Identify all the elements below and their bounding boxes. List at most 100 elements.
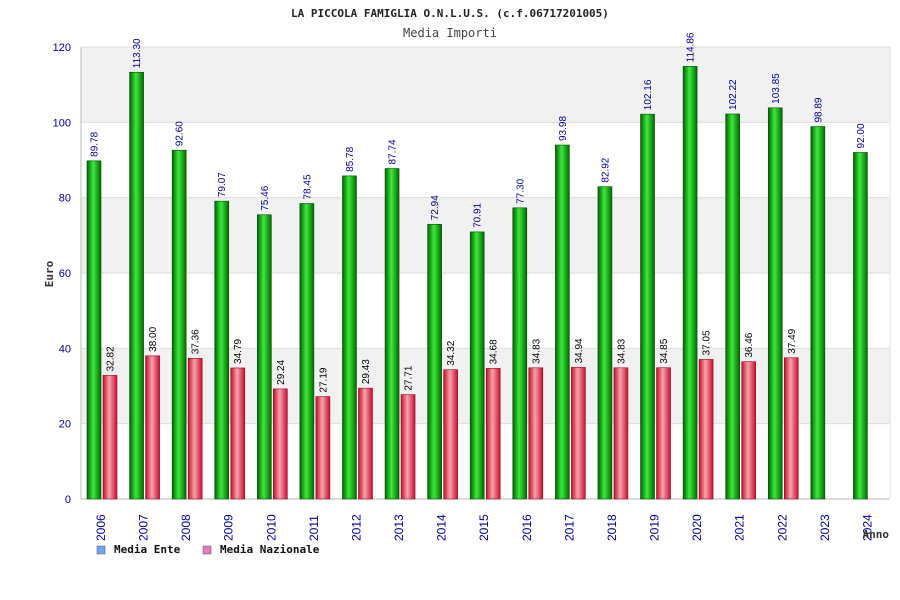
y-tick-label: 20 [59,419,71,431]
bar-media-ente [640,113,655,500]
x-tick-label: 2006 [94,514,108,541]
data-label: 27.71 [404,365,415,390]
legend-swatch-media-nazionale [202,545,212,555]
background-band [81,47,890,123]
data-label: 34.83 [616,338,627,363]
y-tick-label: 0 [65,494,71,506]
data-label: 70.91 [473,202,484,227]
data-label: 34.94 [574,338,585,363]
bar-media-ente [512,207,528,500]
data-label: 34.32 [446,340,457,365]
x-tick-label: 2016 [520,514,534,541]
data-label: 75.46 [260,185,271,210]
data-label: 72.94 [430,195,441,220]
data-label: 113.30 [132,38,143,68]
bars: 89.78 32.82 113.30 38.00 92.60 37.36 79.07 34.7… [86,32,868,500]
data-label: 29.24 [276,359,287,384]
y-tick-label: 120 [53,42,71,54]
bar-media-ente [129,71,144,500]
data-label: 98.89 [813,97,824,122]
data-label: 34.85 [659,338,670,363]
bar-media-nazionale [187,357,203,500]
bar-media-nazionale [656,367,671,500]
x-tick-label: 2014 [435,514,449,541]
bar-media-ente [725,113,740,500]
x-tick-label: 2008 [179,514,193,541]
x-axis-ticks: 2006 2007 2008 2009 2010 2011 2012 2013 2014 2015… [94,514,874,541]
data-label: 92.00 [856,123,867,148]
legend-label-media-nazionale: Media Nazionale [220,543,320,556]
bar-media-ente [555,144,570,500]
x-tick-label: 2010 [264,514,278,541]
x-tick-label: 2024 [860,514,874,541]
y-axis-ticks: 0 20 40 60 80 100 120 [53,42,71,506]
x-axis-label: Anno [863,528,890,541]
data-label: 85.78 [345,146,356,171]
data-label: 102.22 [728,79,739,110]
data-label: 79.07 [217,172,228,197]
bar-media-nazionale [230,367,246,500]
bar-media-nazionale [443,369,458,500]
bar-media-ente [214,200,230,500]
bar-media-nazionale [698,359,714,500]
bar-media-nazionale [400,394,416,500]
bar-media-ente [299,203,315,500]
x-tick-label: 2017 [562,514,576,541]
bar-media-nazionale [783,357,799,500]
bar-media-ente [810,126,826,500]
bar-media-ente [767,107,783,500]
data-label: 78.45 [302,174,313,199]
data-label: 36.46 [744,332,755,357]
bar-media-ente [384,168,400,500]
x-tick-label: 2018 [605,514,619,541]
bar-media-nazionale [571,367,586,500]
legend-label-media-ente: Media Ente [114,543,181,556]
bar-media-nazionale [315,396,331,500]
y-tick-label: 100 [53,117,71,129]
legend: Media Ente Media Nazionale [96,543,320,556]
data-label: 38.00 [148,326,159,351]
data-label: 102.16 [643,79,654,110]
x-tick-label: 2009 [222,514,236,541]
bar-media-ente [427,223,442,500]
data-label: 32.82 [106,346,117,371]
bar-media-nazionale [358,387,373,500]
bar-media-ente [853,152,868,500]
data-label: 34.83 [531,338,542,363]
bar-media-ente [171,149,187,500]
bar-media-ente [469,231,485,500]
x-tick-label: 2007 [137,514,151,541]
background-bands [81,47,890,499]
chart-title: LA PICCOLA FAMIGLIA O.N.L.U.S. (c.f.0671… [291,7,609,20]
data-label: 37.49 [787,328,798,353]
y-tick-label: 80 [59,193,71,205]
bar-media-ente [682,66,698,500]
bar-media-ente [342,175,357,500]
data-label: 27.19 [318,367,329,392]
data-label: 114.86 [686,32,697,62]
bar-media-nazionale [613,367,629,500]
data-label: 37.36 [191,329,202,354]
data-label: 92.60 [175,121,186,146]
bar-media-ente [597,186,613,500]
bar-media-ente [86,160,102,500]
x-tick-label: 2011 [307,515,321,541]
data-label: 29.43 [361,359,372,384]
data-label: 89.78 [89,131,100,156]
x-tick-label: 2019 [648,514,662,541]
bar-media-nazionale [102,375,118,500]
chart-subtitle: Media Importi [403,26,497,40]
data-label: 34.79 [233,338,244,363]
y-axis-label: Euro [43,260,56,287]
x-tick-label: 2023 [818,514,832,541]
x-tick-label: 2021 [733,514,747,541]
bar-media-nazionale [273,388,288,500]
x-tick-label: 2020 [690,514,704,541]
data-label: 93.98 [558,116,569,141]
y-tick-label: 60 [59,268,71,280]
data-label: 87.74 [388,139,399,164]
data-label: 37.05 [702,330,713,355]
bar-media-nazionale [145,355,160,500]
x-tick-label: 2015 [477,514,491,541]
